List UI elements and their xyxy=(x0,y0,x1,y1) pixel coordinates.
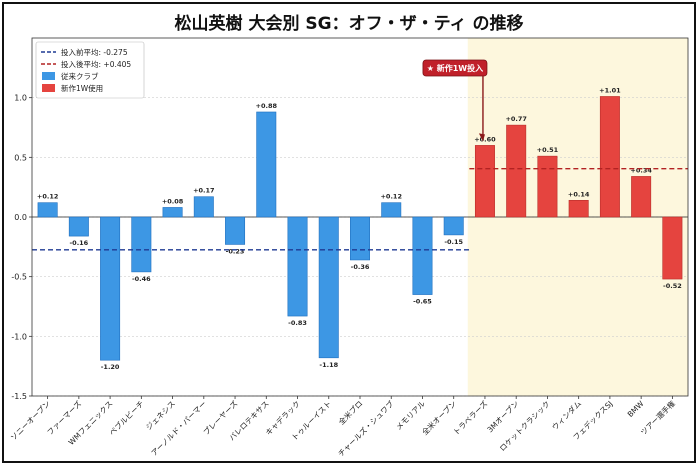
legend-new-driver-label: 新作1W使用 xyxy=(61,83,103,93)
y-tick-label: -1.0 xyxy=(11,332,27,341)
bar[interactable] xyxy=(506,124,527,218)
legend-new-driver-swatch xyxy=(42,84,55,92)
data-label: -0.15 xyxy=(444,238,463,246)
x-tick-label: アーノルド・パーマー xyxy=(149,399,208,458)
data-label: -0.83 xyxy=(288,319,307,327)
data-label: -1.18 xyxy=(319,361,338,369)
x-tick-label: トラベラーズ xyxy=(451,398,490,437)
legend-old-club-label: 従来クラブ xyxy=(61,71,99,81)
bar[interactable] xyxy=(162,207,183,218)
legend-pre-average-label: 投入前平均: -0.275 xyxy=(61,47,128,57)
y-tick-label: 1.0 xyxy=(14,94,27,103)
bar[interactable] xyxy=(662,216,683,280)
data-label: -1.20 xyxy=(101,363,120,371)
x-tick-label: チャールズ・シュワブ xyxy=(336,398,396,458)
x-tick-label: メモリアル xyxy=(394,399,427,432)
bar[interactable] xyxy=(568,199,589,218)
bar[interactable] xyxy=(412,216,433,295)
data-label: +0.14 xyxy=(568,190,590,198)
annotation-box xyxy=(422,59,488,77)
data-label: +1.01 xyxy=(599,86,621,94)
legend-old-club-swatch xyxy=(42,72,55,80)
bar[interactable] xyxy=(474,145,495,218)
bar[interactable] xyxy=(256,111,277,218)
bar[interactable] xyxy=(350,216,370,261)
bar[interactable] xyxy=(631,176,652,218)
bar[interactable] xyxy=(37,202,58,218)
bar[interactable] xyxy=(599,96,620,218)
bar[interactable] xyxy=(381,202,402,218)
bar[interactable] xyxy=(68,216,89,237)
data-label: +0.60 xyxy=(474,135,496,143)
y-tick-label: 0.5 xyxy=(14,153,27,162)
bar[interactable] xyxy=(318,216,339,359)
x-tick-label: ウィンダム xyxy=(549,398,583,432)
x-tick-label: ソニーオープン xyxy=(9,399,52,442)
data-label: +0.17 xyxy=(193,187,214,195)
bar[interactable] xyxy=(225,216,246,245)
bar[interactable] xyxy=(100,216,121,361)
bar[interactable] xyxy=(287,216,308,317)
y-tick-label: -1.5 xyxy=(11,392,27,401)
chart: 松山英樹 大会別 SG：オフ・ザ・ティ の推移 -1.5 -1.0 -0.5 0.0 0… xyxy=(9,13,689,458)
legend xyxy=(35,41,145,99)
y-tick-label: 0.0 xyxy=(14,213,27,222)
x-tick-label: BMW xyxy=(626,399,646,419)
y-tick-label: -0.5 xyxy=(11,273,27,282)
data-label: -0.36 xyxy=(351,263,370,271)
data-label: -0.16 xyxy=(69,239,88,247)
annotation-text: ★ 新作1W投入 xyxy=(427,63,483,73)
plot-area: -1.5 -1.0 -0.5 0.0 0.5 1.0 +0.12 -0.16 -1.20 -0.4… xyxy=(9,37,689,458)
bar[interactable] xyxy=(537,155,558,218)
bar[interactable] xyxy=(443,216,464,236)
data-label: +0.88 xyxy=(256,102,278,110)
x-tick-label: ツアー選手権 xyxy=(638,398,677,437)
chart-frame: 松山英樹 大会別 SG：オフ・ザ・ティ の推移 -1.5 -1.0 -0.5 0.0 0… xyxy=(2,2,696,463)
data-label: +0.12 xyxy=(380,193,401,201)
data-label: -0.46 xyxy=(132,275,151,283)
bar[interactable] xyxy=(193,196,214,218)
data-label: +0.77 xyxy=(505,115,526,123)
data-label: +0.12 xyxy=(37,193,58,201)
data-label: -0.65 xyxy=(413,298,432,306)
data-label: -0.52 xyxy=(663,282,682,290)
legend-post-average-label: 投入後平均: +0.405 xyxy=(61,59,131,69)
chart-title: 松山英樹 大会別 SG：オフ・ザ・ティ の推移 xyxy=(175,13,524,34)
x-tick-label: ジェネシス xyxy=(144,399,177,432)
annotation-arrowhead xyxy=(478,133,485,142)
data-label: +0.34 xyxy=(630,166,652,174)
x-tick-label: 全米プロ xyxy=(336,398,364,426)
data-label: -0.23 xyxy=(226,247,245,255)
data-label: +0.51 xyxy=(537,146,559,154)
bar[interactable] xyxy=(131,216,152,273)
data-label: +0.08 xyxy=(162,197,184,205)
